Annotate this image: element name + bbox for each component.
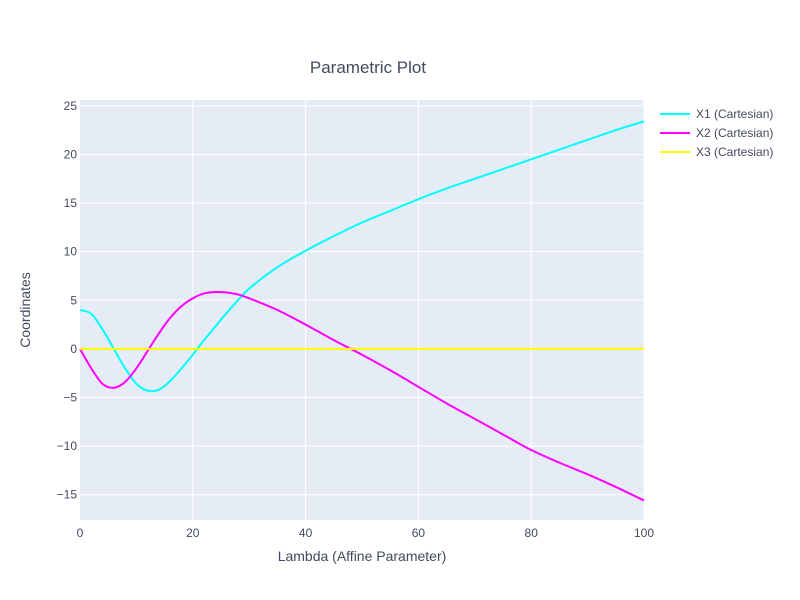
legend[interactable]: X1 (Cartesian) X2 (Cartesian) X3 (Cartesia… — [660, 107, 773, 159]
y-tick-label: −10 — [57, 439, 78, 453]
legend-label: X1 (Cartesian) — [696, 107, 773, 121]
x-tick-label: 20 — [186, 526, 200, 540]
y-tick-label: 0 — [70, 342, 77, 356]
plot-area — [80, 100, 644, 520]
legend-label: X3 (Cartesian) — [696, 145, 773, 159]
chart-title: Parametric Plot — [310, 58, 426, 77]
series-line-x2 — [79, 290, 645, 502]
y-tick-label: −5 — [63, 391, 77, 405]
x-tick-label: 0 — [77, 526, 84, 540]
legend-label: X2 (Cartesian) — [696, 126, 773, 140]
gridlines — [80, 100, 645, 520]
x-tick-label: 60 — [412, 526, 426, 540]
y-axis-ticks: −15 −10 −5 0 5 10 15 20 25 — [57, 99, 78, 502]
y-tick-label: 15 — [64, 196, 78, 210]
x-tick-label: 80 — [525, 526, 539, 540]
y-tick-label: 10 — [64, 245, 78, 259]
y-tick-label: 5 — [70, 293, 77, 307]
x-axis-ticks: 0 20 40 60 80 100 — [77, 526, 655, 540]
series-lines — [79, 120, 645, 502]
legend-item-x2[interactable]: X2 (Cartesian) — [660, 126, 773, 140]
x-tick-label: 100 — [634, 526, 654, 540]
y-tick-label: 20 — [64, 147, 78, 161]
y-tick-label: −15 — [57, 488, 78, 502]
y-axis-title: Coordinates — [17, 272, 33, 348]
legend-item-x3[interactable]: X3 (Cartesian) — [660, 145, 773, 159]
x-axis-title: Lambda (Affine Parameter) — [278, 548, 447, 564]
legend-item-x1[interactable]: X1 (Cartesian) — [660, 107, 773, 121]
y-tick-label: 25 — [64, 99, 78, 113]
x-tick-label: 40 — [299, 526, 313, 540]
